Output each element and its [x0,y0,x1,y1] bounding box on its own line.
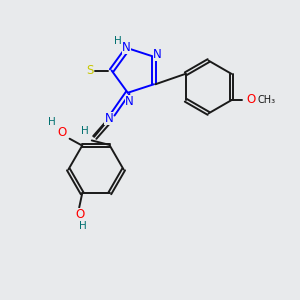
Text: S: S [86,64,94,77]
Text: N: N [153,48,162,61]
Text: CH₃: CH₃ [257,94,275,105]
Text: N: N [122,40,130,53]
Text: O: O [247,93,256,106]
Text: H: H [79,221,87,231]
Text: H: H [48,118,56,128]
Text: H: H [81,126,89,136]
Text: O: O [58,126,67,139]
Text: H: H [114,36,122,46]
Text: N: N [104,112,113,125]
Text: N: N [125,95,134,108]
Text: O: O [76,208,85,221]
